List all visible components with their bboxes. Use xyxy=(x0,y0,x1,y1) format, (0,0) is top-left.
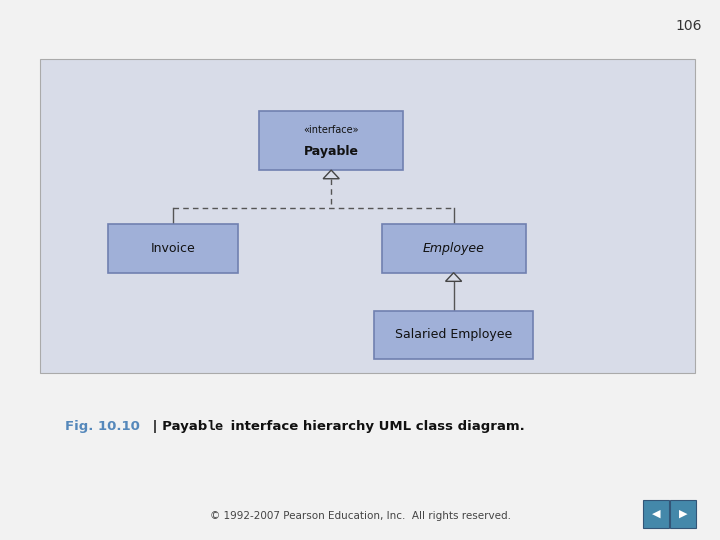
FancyBboxPatch shape xyxy=(382,224,526,273)
FancyBboxPatch shape xyxy=(108,224,238,273)
Text: Employee: Employee xyxy=(423,242,485,255)
Text: © 1992-2007 Pearson Education, Inc.  All rights reserved.: © 1992-2007 Pearson Education, Inc. All … xyxy=(210,511,510,521)
Text: Payable: Payable xyxy=(304,145,359,158)
FancyBboxPatch shape xyxy=(259,111,403,170)
Polygon shape xyxy=(446,273,462,281)
FancyBboxPatch shape xyxy=(374,310,533,359)
Text: le: le xyxy=(207,420,223,433)
FancyBboxPatch shape xyxy=(670,500,696,528)
Text: 106: 106 xyxy=(675,19,702,33)
Text: Invoice: Invoice xyxy=(150,242,195,255)
Text: Fig. 10.10: Fig. 10.10 xyxy=(65,420,140,433)
Text: interface hierarchy UML class diagram.: interface hierarchy UML class diagram. xyxy=(226,420,525,433)
FancyBboxPatch shape xyxy=(643,500,669,528)
Text: | Payab: | Payab xyxy=(148,420,207,433)
Polygon shape xyxy=(323,170,339,179)
Text: ▶: ▶ xyxy=(679,509,688,518)
Text: ◀: ◀ xyxy=(652,509,660,518)
Text: Salaried Employee: Salaried Employee xyxy=(395,328,512,341)
Text: «interface»: «interface» xyxy=(303,125,359,134)
Text: Fig. 10.10: Fig. 10.10 xyxy=(65,420,140,433)
FancyBboxPatch shape xyxy=(40,59,695,373)
